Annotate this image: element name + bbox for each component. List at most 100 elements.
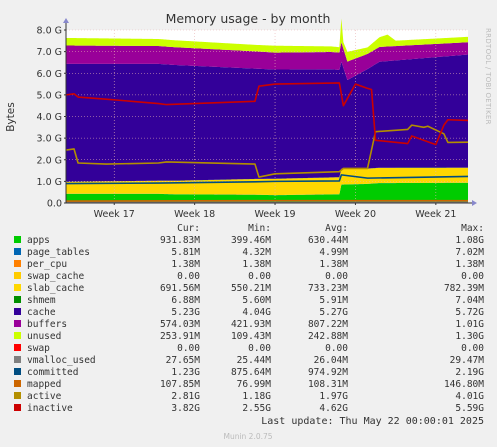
legend-series-name: inactive (27, 403, 73, 414)
legend-value: 733.23M (308, 283, 348, 294)
y-axis-label: Bytes (5, 102, 17, 131)
legend-swatch (14, 380, 21, 387)
legend-value: 29.47M (450, 355, 485, 366)
legend-column-header: Avg: (325, 223, 348, 234)
legend-series-name: unused (27, 331, 61, 342)
legend-value: 1.08G (455, 235, 484, 246)
y-tick-label: 4.0 G (37, 112, 63, 123)
legend-value: 1.18G (242, 391, 271, 402)
y-tick-label: 3.0 G (37, 134, 63, 145)
legend-value: 2.81G (171, 391, 200, 402)
legend-value: 0.00 (177, 271, 200, 282)
legend-value: 5.81M (171, 247, 200, 258)
legend-value: 1.97G (319, 391, 348, 402)
legend-value: 0.00 (461, 271, 484, 282)
legend-row-apps: apps 931.83M 399.46M 630.44M 1.08G (14, 235, 484, 246)
legend-swatch (14, 404, 21, 411)
legend-value: 399.46M (231, 235, 271, 246)
x-tick-label: Week 20 (335, 209, 376, 220)
legend-series-name: per_cpu (27, 259, 67, 270)
legend-value: 630.44M (308, 235, 348, 246)
legend-value: 2.55G (242, 403, 271, 414)
legend-value: 550.21M (231, 283, 271, 294)
x-tick-label: Week 17 (94, 209, 135, 220)
legend-series-name: swap (27, 343, 50, 354)
legend-series-name: mapped (27, 379, 61, 390)
legend-series-name: apps (27, 235, 50, 246)
legend-value: 0.00 (325, 271, 348, 282)
legend-value: 3.82G (171, 403, 200, 414)
legend-series-name: slab_cache (27, 283, 84, 294)
y-tick-labels: 0.01.0 G2.0 G3.0 G4.0 G5.0 G6.0 G7.0 G8.… (37, 26, 67, 210)
legend-value: 421.93M (231, 319, 271, 330)
legend-swatch (14, 320, 21, 327)
legend-value: 5.23G (171, 307, 200, 318)
legend-value: 807.22M (308, 319, 348, 330)
legend-column-header: Min: (248, 223, 271, 234)
y-tick-label: 5.0 G (37, 90, 63, 101)
legend-value: 7.02M (455, 247, 484, 258)
legend-swatch (14, 368, 21, 375)
legend-value: 1.38M (455, 259, 484, 270)
legend-series-name: swap_cache (27, 271, 84, 282)
legend-value: 4.32M (242, 247, 271, 258)
last-update-text: Last update: Thu May 22 00:00:01 2025 (261, 416, 484, 427)
legend-row-active: active 2.81G 1.18G 1.97G 4.01G (14, 391, 484, 402)
legend-value: 253.91M (160, 331, 200, 342)
legend-series-name: page_tables (27, 247, 90, 258)
legend-row-buffers: buffers 574.03M 421.93M 807.22M 1.01G (14, 319, 484, 330)
legend-series-name: shmem (27, 295, 56, 306)
legend-swatch (14, 308, 21, 315)
legend-value: 931.83M (160, 235, 200, 246)
legend-swatch (14, 260, 21, 267)
legend-value: 5.60M (242, 295, 271, 306)
legend-value: 7.04M (455, 295, 484, 306)
legend-swatch (14, 356, 21, 363)
legend-value: 109.43M (231, 331, 271, 342)
legend-value: 574.03M (160, 319, 200, 330)
y-tick-label: 8.0 G (37, 26, 63, 37)
legend-swatch (14, 332, 21, 339)
legend-series-name: committed (27, 367, 78, 378)
x-tick-label: Week 19 (254, 209, 295, 220)
legend-value: 1.23G (171, 367, 200, 378)
legend-swatch (14, 344, 21, 351)
legend-swatch (14, 392, 21, 399)
legend-value: 242.88M (308, 331, 348, 342)
legend-series-name: active (27, 391, 62, 402)
legend-value: 107.85M (160, 379, 200, 390)
y-tick-label: 2.0 G (37, 155, 63, 166)
x-tick-label: Week 21 (415, 209, 456, 220)
legend-value: 4.01G (455, 391, 484, 402)
legend-value: 76.99M (237, 379, 272, 390)
legend-value: 1.01G (455, 319, 484, 330)
legend-column-header: Max: (461, 223, 484, 234)
legend-value: 1.38M (242, 259, 271, 270)
area-cache (66, 55, 468, 182)
legend-series-name: vmalloc_used (27, 355, 96, 366)
y-tick-label: 0.0 (47, 199, 62, 210)
legend-value: 108.31M (308, 379, 348, 390)
legend-series-name: buffers (27, 319, 67, 330)
legend-value: 4.62G (319, 403, 348, 414)
legend-swatch (14, 284, 21, 291)
legend-value: 26.04M (314, 355, 349, 366)
legend-series-name: cache (27, 307, 56, 318)
y-tick-label: 6.0 G (37, 69, 63, 80)
y-tick-label: 1.0 G (37, 177, 63, 188)
legend-value: 0.00 (248, 343, 271, 354)
legend-value: 1.38M (319, 259, 348, 270)
